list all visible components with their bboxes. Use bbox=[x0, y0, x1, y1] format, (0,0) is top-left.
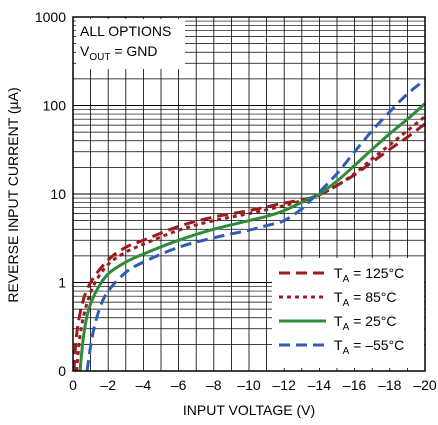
legend-label-4: TA = –55°C bbox=[334, 337, 404, 357]
x-tick-label: –6 bbox=[171, 377, 187, 393]
x-tick-label: 0 bbox=[69, 377, 77, 393]
conditions-background bbox=[76, 19, 185, 69]
legend-label-3: TA = 25°C bbox=[334, 313, 396, 333]
legend-label-2: TA = 85°C bbox=[334, 289, 396, 309]
series-line-4 bbox=[85, 78, 426, 372]
series-lines bbox=[72, 78, 427, 372]
x-axis-label: INPUT VOLTAGE (V) bbox=[183, 402, 315, 418]
y-axis-label: REVERSE INPUT CURRENT (µA) bbox=[5, 87, 21, 302]
x-tick-label: –12 bbox=[273, 377, 297, 393]
series-line-2 bbox=[75, 115, 426, 372]
conditions-line-1: ALL OPTIONS bbox=[80, 23, 171, 39]
x-tick-label: –4 bbox=[136, 377, 152, 393]
tick-labels: 0 –2 –4 –6 –8 –10 –12 –14 –16 –18 –20 0 1 10 100 1000 bbox=[35, 9, 437, 393]
y-tick-label: 1 bbox=[58, 275, 66, 291]
y-tick-label: 100 bbox=[43, 98, 67, 114]
x-tick-label: –14 bbox=[308, 377, 332, 393]
x-tick-label: –18 bbox=[378, 377, 402, 393]
conditions-line-2: VOUT = GND bbox=[80, 43, 158, 63]
x-tick-label: –2 bbox=[100, 377, 116, 393]
x-tick-label: –16 bbox=[343, 377, 367, 393]
x-tick-label: –10 bbox=[237, 377, 261, 393]
y-tick-label: 1000 bbox=[35, 9, 66, 25]
legend-background bbox=[272, 258, 424, 368]
conditions-box: ALL OPTIONS VOUT = GND bbox=[76, 19, 185, 69]
x-tick-label: –8 bbox=[206, 377, 222, 393]
legend-label-1: TA = 125°C bbox=[334, 265, 404, 285]
x-tick-label: –20 bbox=[413, 377, 437, 393]
plot-frame bbox=[72, 16, 426, 372]
y-tick-label: 0 bbox=[58, 363, 66, 379]
series-line-3 bbox=[78, 102, 427, 372]
y-tick-label: 10 bbox=[50, 186, 66, 202]
series-line-1 bbox=[72, 122, 426, 372]
legend: TA = 125°C TA = 85°C TA = 25°C TA = –55°C bbox=[272, 258, 424, 368]
